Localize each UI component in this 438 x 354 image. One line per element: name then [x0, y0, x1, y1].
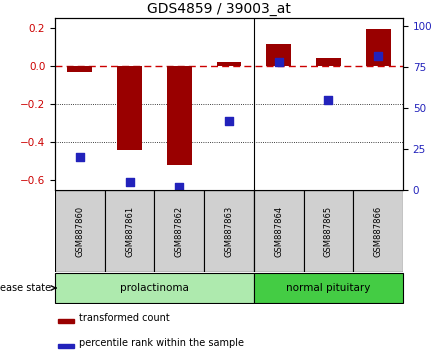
Bar [216, 62, 241, 66]
Bar [353, 190, 403, 272]
Bar [117, 66, 142, 150]
Bar [55, 190, 105, 272]
Text: GSM887860: GSM887860 [75, 205, 85, 257]
Bar [316, 58, 341, 66]
Bar [167, 66, 192, 165]
Text: GSM887864: GSM887864 [274, 205, 283, 257]
Point [226, 118, 233, 124]
Bar [155, 190, 204, 272]
Bar [254, 273, 403, 303]
Point [126, 179, 133, 185]
Bar [366, 29, 391, 66]
Bar [266, 44, 291, 66]
Text: GSM887863: GSM887863 [225, 205, 233, 257]
Point [176, 184, 183, 189]
Text: GSM887865: GSM887865 [324, 205, 333, 257]
Bar [59, 319, 74, 323]
Text: GSM887862: GSM887862 [175, 205, 184, 257]
Text: normal pituitary: normal pituitary [286, 283, 371, 293]
Text: transformed count: transformed count [79, 313, 170, 323]
Point [325, 97, 332, 103]
Bar [204, 190, 254, 272]
Text: percentile rank within the sample: percentile rank within the sample [79, 338, 244, 348]
Point [76, 154, 83, 160]
Bar [55, 273, 254, 303]
Text: GSM887861: GSM887861 [125, 205, 134, 257]
Bar [254, 190, 304, 272]
Text: prolactinoma: prolactinoma [120, 283, 189, 293]
Point [374, 53, 381, 58]
Text: disease state: disease state [0, 283, 51, 293]
Bar [105, 190, 155, 272]
Bar [304, 190, 353, 272]
Bar [59, 344, 74, 348]
Text: GSM887866: GSM887866 [374, 205, 383, 257]
Text: GDS4859 / 39003_at: GDS4859 / 39003_at [147, 2, 291, 16]
Bar [67, 66, 92, 72]
Point [275, 59, 282, 65]
